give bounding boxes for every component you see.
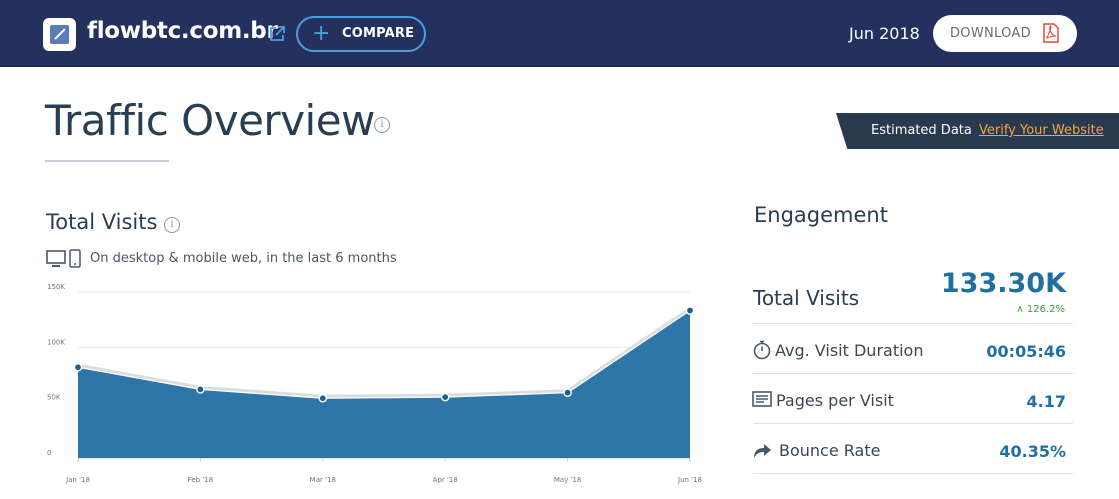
verify-website-link[interactable]: Verify Your Website: [979, 123, 1104, 138]
total-visits-label: Total Visits: [753, 286, 860, 310]
chart-point: [440, 392, 450, 402]
title-underline: [45, 160, 169, 162]
avg-visit-duration-value: 00:05:46: [986, 342, 1066, 361]
page-title: Traffic Overview: [45, 96, 375, 145]
chart-area: [78, 310, 690, 458]
chart-point: [563, 388, 572, 398]
compare-button[interactable]: + COMPARE: [296, 16, 426, 52]
date-selector[interactable]: Jun 2018: [849, 24, 920, 43]
pages-icon: [752, 391, 772, 407]
chart-x-tick-label: Jun '18: [677, 476, 702, 484]
total-visits-title: Total Visits: [46, 210, 158, 234]
bounce-arrow-icon: [754, 444, 771, 458]
total-visits-change: ∧ 126.2%: [990, 304, 1065, 315]
estimated-data-label: Estimated Data: [871, 123, 972, 138]
info-icon[interactable]: i: [164, 217, 180, 233]
chart-y-tick-label: 150K: [47, 283, 65, 291]
pages-per-visit-value: 4.17: [1026, 392, 1066, 411]
estimated-data-badge: Estimated Data Verify Your Website: [836, 113, 1119, 149]
plus-icon: +: [312, 21, 331, 46]
avg-visit-duration-label: Avg. Visit Duration: [775, 341, 924, 360]
chart-point: [685, 306, 695, 315]
chart-y-tick-label: 50K: [47, 394, 61, 402]
chart-line-shadow: [77, 307, 691, 398]
metric-row: [753, 324, 1073, 374]
compare-button-label: COMPARE: [342, 26, 415, 41]
total-visits-row: [753, 262, 1073, 324]
total-visits-chart: 0 50K 100K 150K Jan '18 Feb '18 Mar '18 Apr '18…: [47, 283, 702, 484]
desktop-icon: [46, 250, 66, 267]
download-button-label: DOWNLOAD: [950, 26, 1031, 41]
mobile-icon: [69, 249, 81, 268]
chart-y-tick-label: 0: [47, 449, 51, 457]
chart-point: [73, 362, 83, 372]
chart-point: [318, 393, 328, 403]
total-visits-change-value: 126.2%: [1026, 304, 1065, 315]
device-caption: On desktop & mobile web, in the last 6 m…: [90, 251, 397, 266]
chart-x-tick-label: Jan '18: [65, 476, 90, 484]
external-link-icon[interactable]: [268, 25, 286, 43]
metric-row: [753, 424, 1073, 474]
info-icon[interactable]: i: [374, 117, 390, 133]
site-favicon-icon: [43, 18, 76, 51]
total-visits-value: 133.30K: [940, 268, 1066, 299]
chart-line: [77, 309, 691, 399]
chart-point: [196, 385, 205, 394]
pages-per-visit-label: Pages per Visit: [776, 391, 894, 410]
site-name: flowbtc.com.br: [87, 18, 278, 44]
metric-row: [753, 374, 1073, 424]
bounce-rate-label: Bounce Rate: [779, 441, 881, 460]
engagement-title: Engagement: [754, 203, 888, 227]
stopwatch-icon: [753, 340, 771, 360]
pdf-icon: [1043, 23, 1059, 43]
up-arrow-icon: ∧: [1016, 304, 1024, 315]
download-button[interactable]: DOWNLOAD: [933, 15, 1077, 52]
chart-x-tick-label: Feb '18: [188, 476, 213, 484]
top-bar: flowbtc.com.br + COMPARE Jun 2018 DOWNLO…: [0, 0, 1119, 67]
chart-x-tick-label: May '18: [554, 476, 582, 484]
chart-x-tick-label: Apr '18: [433, 476, 458, 484]
chart-y-tick-label: 100K: [47, 338, 65, 346]
bounce-rate-value: 40.35%: [999, 442, 1066, 461]
chart-x-tick-label: Mar '18: [310, 476, 336, 484]
